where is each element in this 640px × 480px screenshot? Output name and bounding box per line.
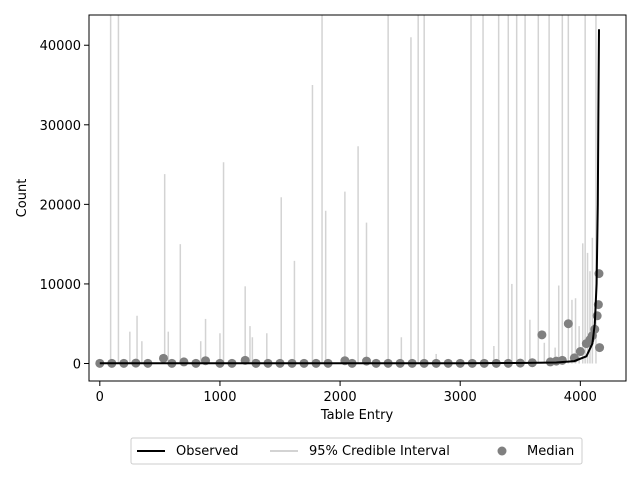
- y-tick-label: 40000: [40, 39, 81, 54]
- median-point: [575, 347, 585, 357]
- legend-box: [130, 437, 583, 465]
- observed-line: [99, 29, 600, 365]
- y-tick-label: 30000: [40, 119, 81, 134]
- y-axis-label: Count: [15, 179, 30, 218]
- plot-frame: [88, 14, 627, 382]
- x-axis-label: Table Entry: [320, 408, 394, 423]
- x-tick-label: 0: [96, 390, 104, 405]
- x-axis-ticks: 0 1000 2000 3000 4000: [96, 381, 597, 405]
- legend-median-label: Median: [527, 444, 574, 459]
- observed-layer: [99, 29, 600, 365]
- legend-median-swatch: [497, 446, 507, 456]
- legend-observed-label: Observed: [176, 444, 239, 459]
- median-layer: [95, 269, 605, 368]
- x-tick-label: 1000: [203, 390, 236, 405]
- credible-interval-layer: [109, 15, 597, 364]
- median-point: [179, 357, 189, 367]
- x-tick-label: 2000: [324, 390, 357, 405]
- y-axis-ticks: 0 10000 20000 30000 40000: [40, 39, 89, 372]
- median-point: [563, 319, 573, 329]
- legend: Observed 95% Credible Interval Median: [130, 437, 583, 465]
- y-tick-label: 0: [73, 357, 81, 372]
- median-point: [595, 343, 605, 353]
- median-point: [537, 330, 547, 340]
- x-tick-label: 4000: [564, 390, 597, 405]
- legend-interval-label: 95% Credible Interval: [309, 444, 450, 459]
- x-tick-label: 3000: [444, 390, 477, 405]
- median-point: [557, 355, 567, 365]
- y-tick-label: 10000: [40, 278, 81, 293]
- median-point: [158, 353, 168, 363]
- y-tick-label: 20000: [40, 198, 81, 213]
